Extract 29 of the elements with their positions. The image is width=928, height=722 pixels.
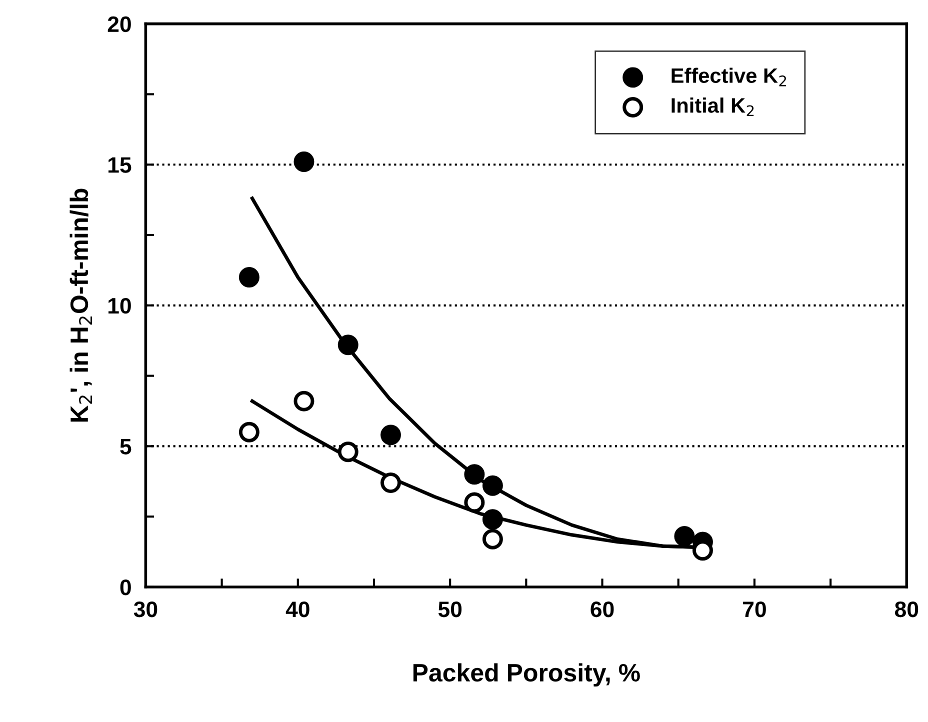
point (294, 152, 314, 172)
x-tick-label: 70 (743, 601, 766, 618)
x-tick-label: 60 (590, 601, 614, 618)
y-tick-label: 5 (120, 438, 132, 454)
legend-label: Effective K$_{2}$ (672, 68, 786, 86)
y-axis-title: K$_{2}$', in H$_{2}$O-ft-min/lb (70, 188, 92, 422)
point (482, 475, 503, 496)
point (238, 267, 260, 288)
point (464, 464, 485, 485)
point (482, 528, 503, 550)
point (482, 509, 503, 530)
point (238, 422, 260, 442)
y-tick-label: 20 (108, 16, 131, 32)
point (380, 472, 401, 494)
point (464, 492, 485, 513)
x-tick-label: 40 (286, 601, 310, 618)
y-tick-label: 15 (108, 157, 132, 173)
legend-label: Initial K$_{2}$ (672, 98, 754, 116)
y-tick-label: 0 (120, 580, 131, 596)
point (338, 442, 358, 462)
x-tick-label: 50 (438, 601, 462, 618)
point (674, 526, 695, 547)
point (380, 424, 401, 446)
y-tick-label: 10 (108, 298, 131, 314)
point (338, 334, 358, 356)
x-axis-title: Packed Porosity, % (413, 663, 640, 687)
x-tick-label: 80 (895, 601, 918, 618)
point (294, 390, 314, 412)
x-tick-label: 30 (134, 601, 158, 618)
